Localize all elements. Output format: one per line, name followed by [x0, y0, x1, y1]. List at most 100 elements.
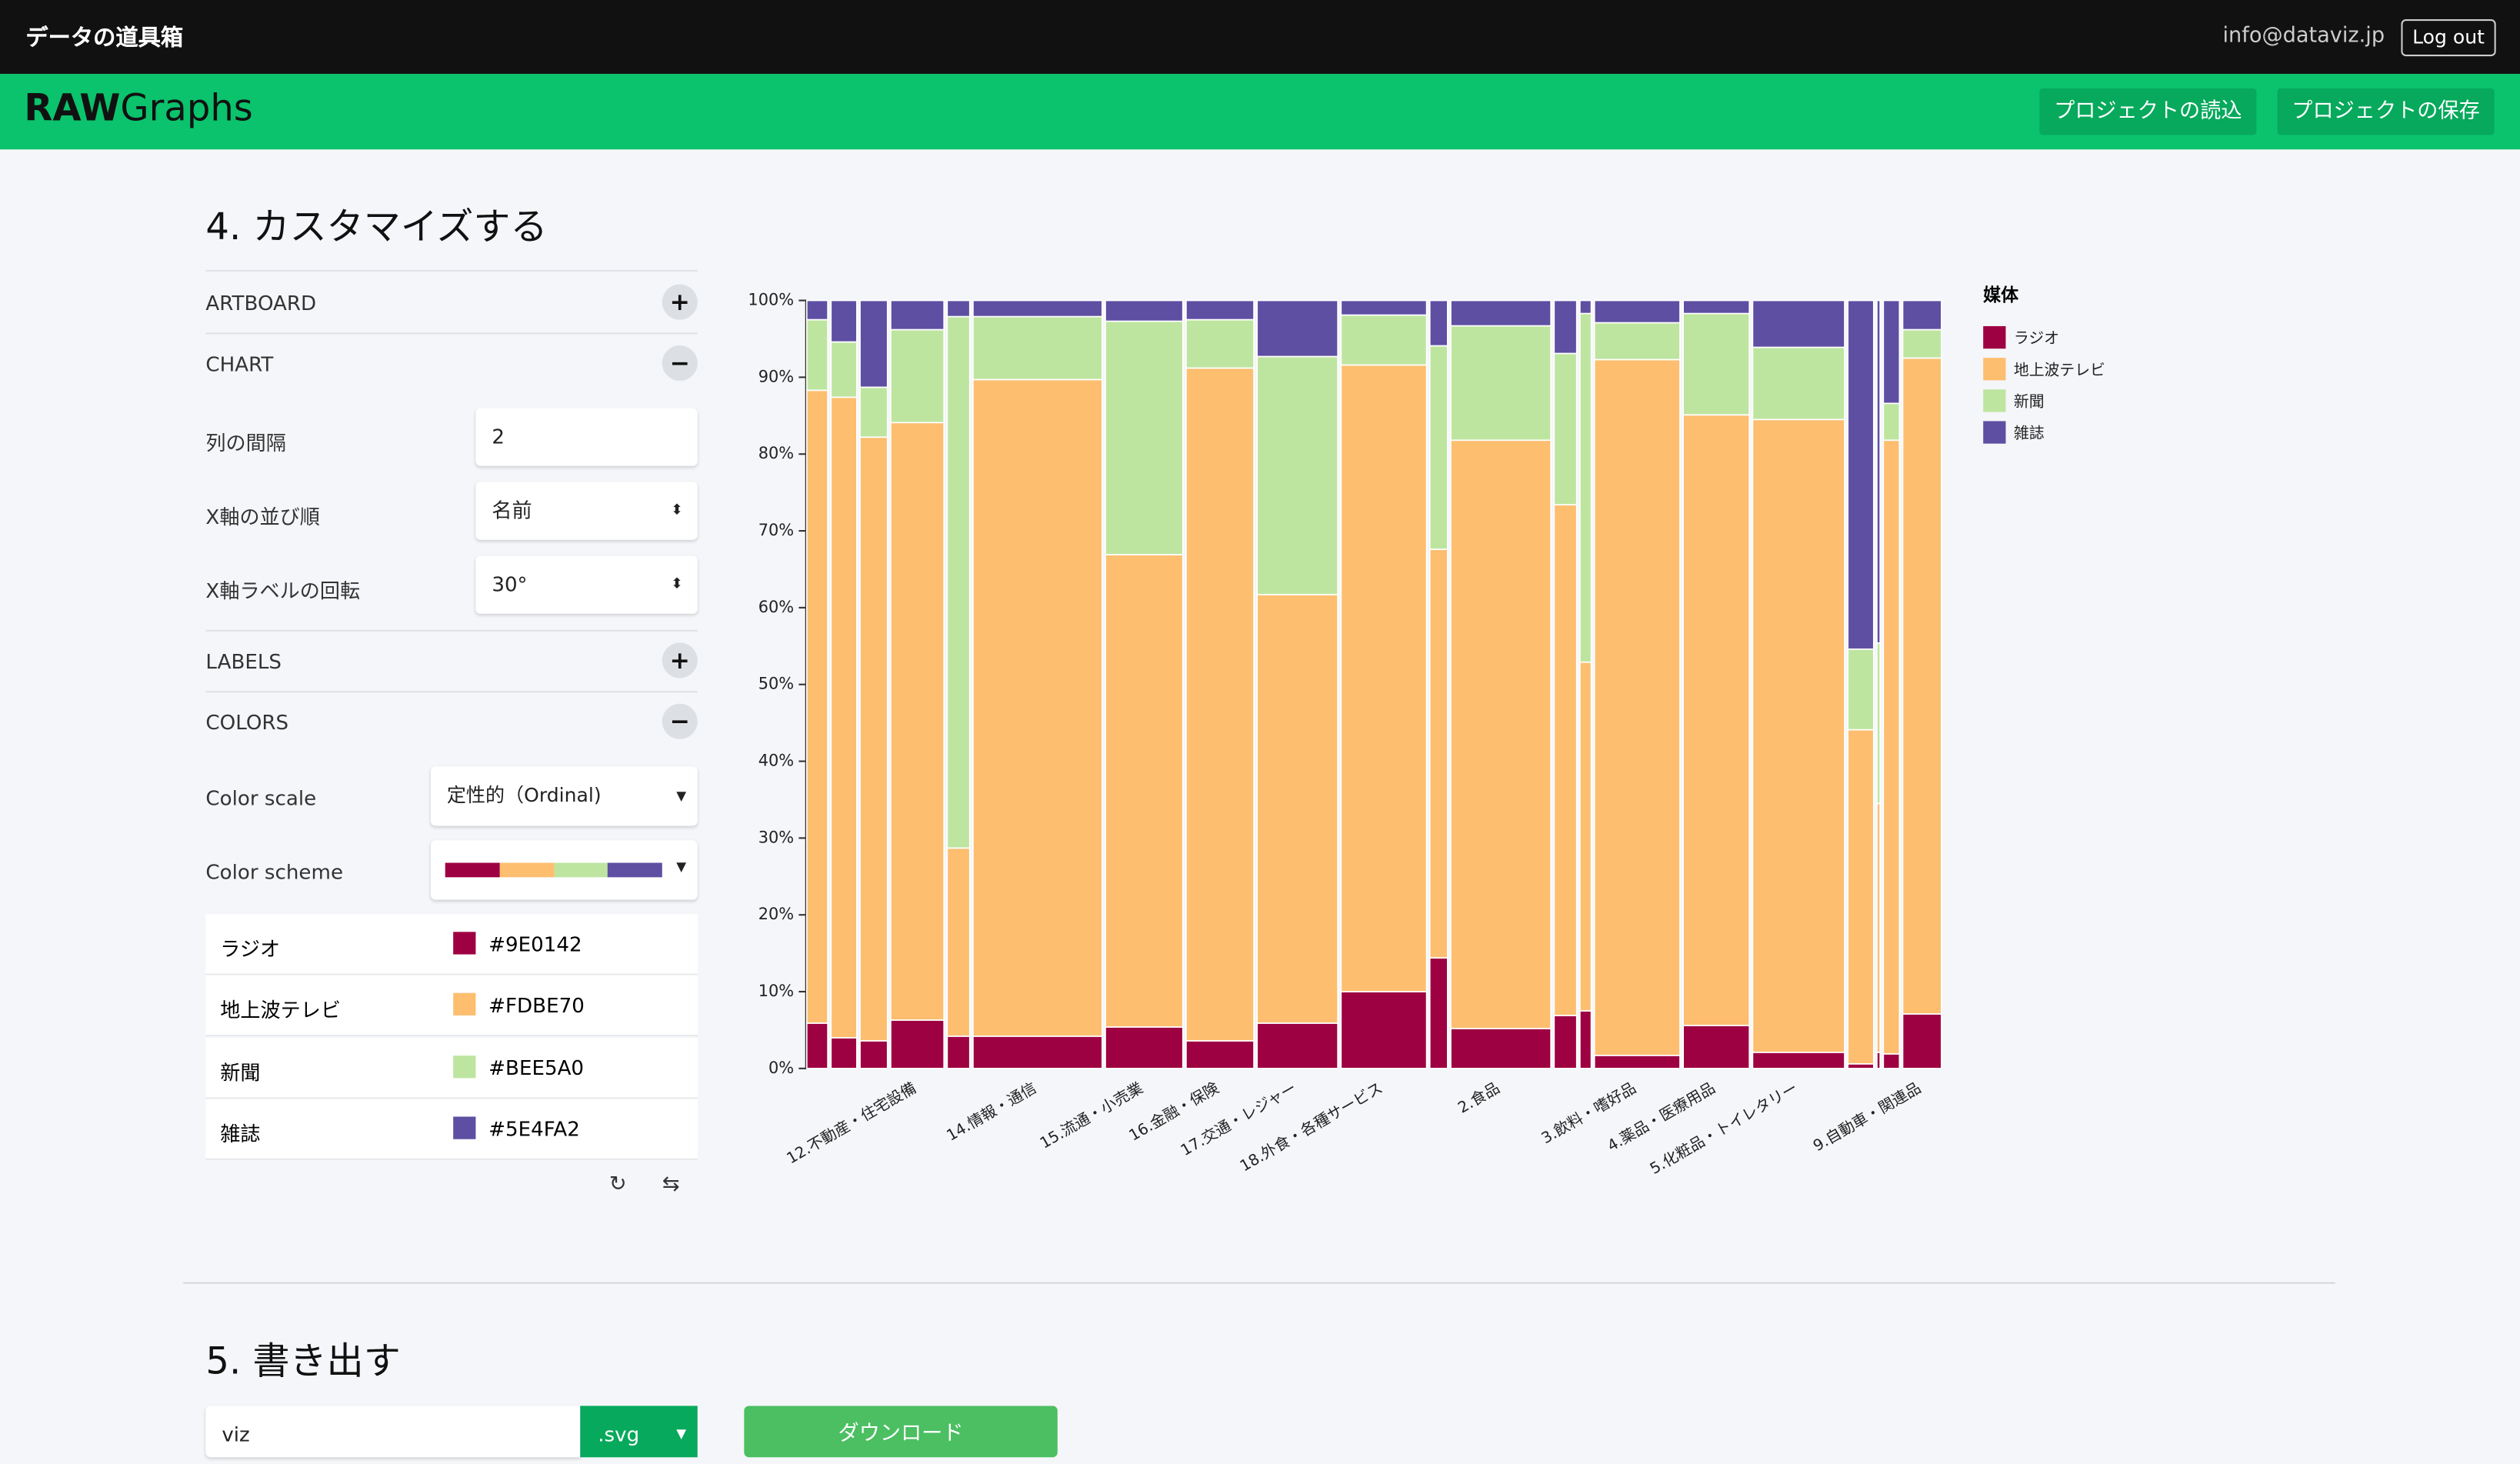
segment	[1752, 299, 1845, 348]
panel-title[interactable]: CHART	[205, 352, 274, 376]
color-row: ラジオ #9E0142	[205, 914, 698, 975]
segment	[1682, 1025, 1751, 1069]
panel-title[interactable]: LABELS	[205, 649, 282, 674]
legend-label: 新聞	[2014, 392, 2045, 410]
divider	[205, 629, 698, 632]
select-arrow: ▼	[676, 789, 687, 804]
segment	[972, 315, 1103, 381]
y-tick-label: 10%	[758, 982, 794, 1000]
field-label: Color scale	[205, 785, 317, 810]
legend-swatch	[1983, 389, 2006, 412]
expand-icon[interactable]: +	[662, 642, 698, 679]
segment	[859, 1040, 888, 1069]
segment	[1340, 314, 1428, 366]
segment	[1185, 1040, 1255, 1069]
select-arrow: ⬍	[671, 576, 683, 593]
segment	[1593, 358, 1681, 1056]
field-label: Color scheme	[205, 859, 344, 884]
segment	[1340, 299, 1428, 316]
segment	[972, 379, 1103, 1037]
color-swatch	[453, 932, 476, 955]
scheme-select[interactable]: ▼	[430, 840, 698, 900]
segment	[1256, 355, 1339, 595]
logo-bold: RAW	[24, 88, 121, 131]
segment	[1450, 1028, 1552, 1069]
select-arrow: ▼	[676, 1426, 687, 1442]
y-tick-label: 50%	[758, 675, 794, 693]
scheme-preview	[445, 862, 662, 878]
segment	[1553, 1015, 1578, 1069]
color-name: ラジオ	[220, 936, 281, 961]
segment	[1105, 299, 1184, 322]
segment	[1593, 1055, 1681, 1069]
segment	[1876, 1052, 1881, 1069]
segment	[1340, 364, 1428, 992]
divider	[205, 269, 698, 272]
segment	[1579, 312, 1592, 663]
segment	[1752, 419, 1845, 1053]
y-tick-label: 40%	[758, 752, 794, 770]
collapse-icon[interactable]: −	[662, 345, 698, 381]
segment	[1428, 345, 1448, 550]
segment	[890, 1019, 945, 1069]
legend-label: 地上波テレビ	[2014, 361, 2105, 379]
segment	[805, 299, 828, 321]
swap-icon[interactable]: ⇆	[662, 1172, 680, 1197]
save-button[interactable]: プロジェクトの保存	[2277, 88, 2495, 135]
number-input[interactable]: 2	[475, 408, 698, 466]
field-label: 列の間隔	[205, 430, 286, 455]
y-tick-label: 0%	[768, 1059, 794, 1077]
logo-light: Graphs	[120, 88, 253, 131]
segment	[1579, 299, 1592, 315]
select-value: 名前	[492, 498, 532, 522]
field-label: X軸の並び順	[205, 504, 320, 529]
select-value: 定性的（Ordinal)	[446, 784, 602, 807]
reset-icon[interactable]: ↻	[608, 1172, 627, 1197]
scheme-swatch	[499, 862, 554, 878]
divider	[205, 691, 698, 693]
segment	[1256, 299, 1339, 358]
x-tick-label: 2.食品	[1455, 1079, 1502, 1117]
toolbar: RAWGraphs プロジェクトの読込 プロジェクトの保存	[0, 74, 2520, 150]
expand-icon[interactable]: +	[662, 284, 698, 320]
y-tick-label: 90%	[758, 367, 794, 385]
select-arrow: ▼	[676, 859, 687, 875]
field-label: X軸ラベルの回転	[205, 578, 361, 603]
color-code: #5E4FA2	[488, 1116, 580, 1141]
legend-label: ラジオ	[2014, 329, 2059, 347]
segment	[1847, 299, 1875, 650]
segment	[1553, 299, 1578, 355]
segment	[1593, 299, 1681, 324]
segment	[1105, 554, 1184, 1028]
legend-swatch	[1983, 358, 2006, 381]
top-bar: データの道具箱 info@dataviz.jp Log out	[0, 0, 2520, 75]
color-name: 地上波テレビ	[220, 998, 341, 1022]
segment	[1752, 346, 1845, 421]
select[interactable]: 30° ⬍	[475, 555, 698, 614]
segment	[1450, 325, 1552, 442]
color-swatch	[453, 1055, 476, 1078]
color-code: #BEE5A0	[488, 1055, 585, 1079]
logout-button[interactable]: Log out	[2401, 19, 2496, 57]
color-code: #FDBE70	[488, 993, 585, 1018]
segment	[1682, 414, 1751, 1026]
x-tick-label: 9.自動車・関連品	[1810, 1079, 1924, 1156]
x-tick-label: 18.外食・各種サービス	[1237, 1079, 1385, 1176]
segment	[1876, 299, 1881, 644]
y-tick-label: 100%	[748, 291, 794, 309]
collapse-icon[interactable]: −	[662, 703, 698, 739]
select[interactable]: 名前 ⬍	[475, 482, 698, 540]
segment	[1185, 318, 1255, 369]
select[interactable]: 定性的（Ordinal) ▼	[430, 766, 698, 826]
download-button[interactable]: ダウンロード	[744, 1406, 1058, 1458]
logo: RAWGraphs	[24, 88, 253, 130]
panel-title[interactable]: ARTBOARD	[205, 291, 317, 315]
segment	[1902, 328, 1942, 359]
segment	[1682, 312, 1751, 416]
segment	[830, 299, 858, 343]
filename-input[interactable]: viz	[205, 1406, 581, 1458]
panel-title[interactable]: COLORS	[205, 710, 289, 735]
color-swatch	[453, 1116, 476, 1139]
load-button[interactable]: プロジェクトの読込	[2039, 88, 2257, 135]
format-select[interactable]: .svg ▼	[580, 1406, 698, 1458]
